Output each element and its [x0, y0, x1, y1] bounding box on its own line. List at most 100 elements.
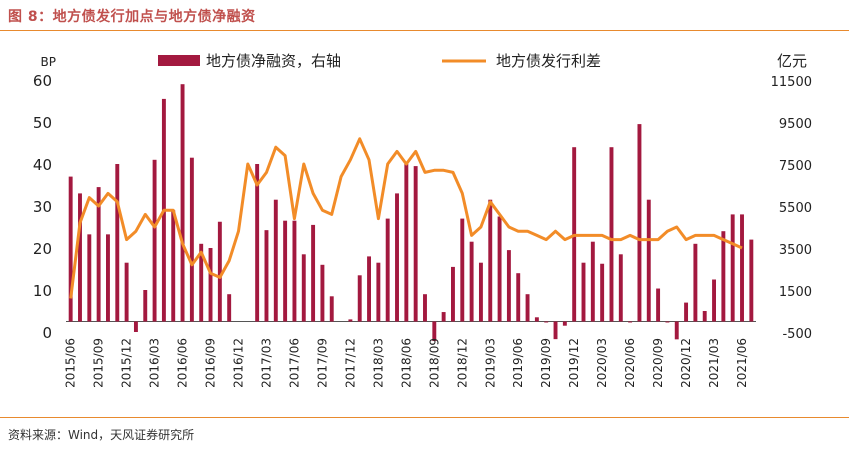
- bar: [348, 319, 353, 322]
- x-tick-label: 2018/09: [427, 338, 441, 388]
- bar: [227, 294, 232, 322]
- tick-labels: 0 10 20 30 40 50 60 BP -500 1500 3500 5500 7500 9500 1…: [33, 52, 812, 388]
- bar: [460, 218, 465, 322]
- x-tick-label: 2017/12: [343, 338, 357, 388]
- bar: [478, 262, 483, 322]
- bar: [544, 321, 549, 323]
- source-note: 资料来源：Wind，天风证券研究所: [8, 428, 195, 442]
- left-tick-label: 60: [33, 72, 52, 90]
- bar: [152, 159, 157, 322]
- bar: [600, 263, 605, 322]
- x-tick-label: 2017/03: [259, 338, 273, 388]
- x-tick-label: 2018/06: [399, 338, 413, 388]
- x-tick-label: 2016/06: [176, 338, 190, 388]
- bar: [301, 254, 306, 322]
- bar: [180, 84, 185, 322]
- bar: [143, 290, 148, 322]
- bar: [730, 214, 735, 322]
- bar: [553, 321, 558, 340]
- bar: [534, 317, 539, 322]
- bar: [273, 199, 278, 322]
- x-tick-label: 2016/09: [204, 338, 218, 388]
- bar: [395, 193, 399, 322]
- left-tick-label: 0: [42, 324, 52, 342]
- bar: [124, 262, 129, 322]
- bar: [171, 210, 176, 322]
- bar: [255, 164, 260, 322]
- bar: [506, 250, 511, 322]
- bar: [665, 321, 670, 323]
- figure-title: 图 8：地方债发行加点与地方债净融资: [8, 9, 256, 25]
- bar: [609, 147, 614, 322]
- x-tick-label: 2015/09: [92, 338, 106, 388]
- x-tick-label: 2016/12: [232, 338, 246, 388]
- legend-line-label: 地方债发行利差: [496, 52, 601, 70]
- bar: [432, 321, 437, 342]
- bar: [106, 234, 110, 322]
- right-tick-label: 3500: [779, 243, 812, 258]
- bar: [87, 234, 92, 322]
- x-tick-label: 2016/03: [148, 338, 162, 388]
- bar: [68, 176, 73, 322]
- bar: [451, 266, 455, 322]
- legend: 地方债净融资，右轴 地方债发行利差: [158, 52, 601, 70]
- right-axis-unit: 亿元: [777, 52, 807, 70]
- bar: [488, 199, 493, 322]
- bar: [525, 294, 530, 322]
- bar: [693, 243, 698, 322]
- x-tick-label: 2020/03: [595, 338, 609, 388]
- bottom-rule: [0, 417, 849, 418]
- bar: [78, 193, 82, 322]
- bar: [329, 296, 334, 322]
- bar: [217, 221, 222, 322]
- bar: [581, 262, 586, 322]
- right-tick-label: 11500: [771, 75, 812, 90]
- line-series: [69, 137, 743, 299]
- x-tick-label: 2015/12: [120, 338, 134, 388]
- bar: [292, 220, 297, 322]
- top-rule: [0, 30, 849, 31]
- x-tick-label: 2015/06: [64, 338, 78, 388]
- x-tick-label: 2019/06: [511, 338, 525, 388]
- left-axis-unit: BP: [41, 55, 56, 69]
- bar: [637, 124, 642, 322]
- x-tick-label: 2019/03: [483, 338, 497, 388]
- bar: [590, 241, 595, 322]
- bar: [199, 243, 204, 322]
- bar: [562, 321, 567, 326]
- x-tick-label: 2019/09: [539, 338, 553, 388]
- bar: [712, 279, 716, 322]
- right-tick-label: 7500: [779, 159, 812, 174]
- bar: [115, 164, 120, 322]
- bar: [320, 264, 325, 322]
- bar: [413, 166, 418, 322]
- chart-svg: 地方债净融资，右轴 地方债发行利差 0 10 20 30 40 50 60 BP -500 1500…: [33, 52, 812, 388]
- bar: [702, 311, 707, 322]
- left-tick-label: 40: [33, 156, 52, 174]
- bar: [133, 321, 138, 332]
- bar: [208, 248, 213, 322]
- bar: [740, 214, 744, 322]
- x-tick-label: 2021/06: [735, 338, 749, 388]
- x-tick-label: 2020/12: [679, 338, 693, 388]
- bar: [264, 230, 269, 322]
- x-tick-label: 2017/06: [287, 338, 301, 388]
- right-tick-label: 1500: [779, 285, 812, 300]
- x-tick-label: 2020/06: [623, 338, 637, 388]
- right-tick-label: -500: [782, 327, 812, 342]
- bar: [497, 216, 502, 322]
- right-tick-label: 5500: [779, 201, 812, 216]
- legend-bar-swatch: [158, 55, 200, 66]
- spread-line: [69, 137, 743, 299]
- right-tick-label: 9500: [779, 117, 812, 132]
- x-tick-label: 2019/12: [567, 338, 581, 388]
- left-tick-label: 30: [33, 198, 52, 216]
- bar: [516, 273, 521, 322]
- bar: [404, 164, 409, 322]
- bar: [96, 187, 101, 322]
- bar: [749, 239, 754, 322]
- left-tick-label: 10: [33, 282, 52, 300]
- bar: [674, 321, 679, 340]
- bar: [376, 262, 381, 322]
